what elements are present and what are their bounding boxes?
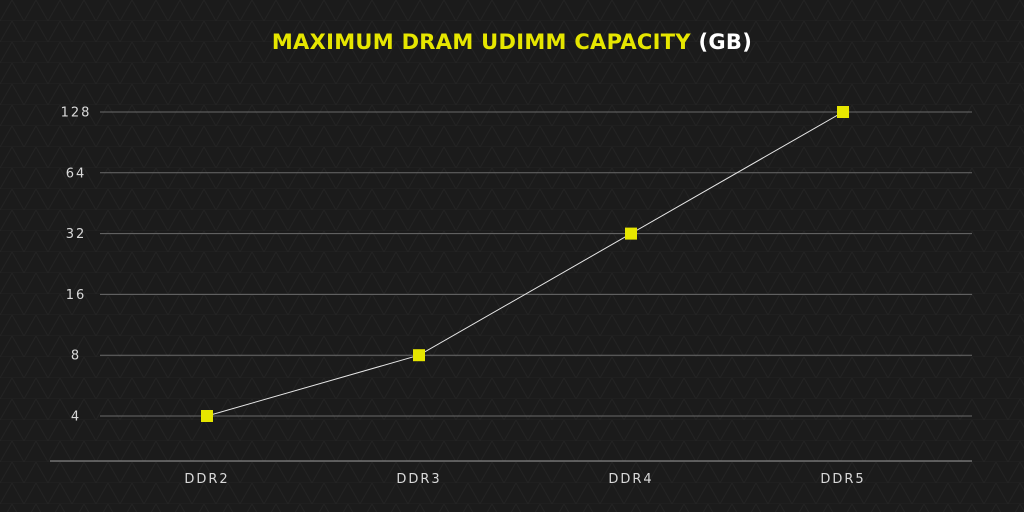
data-point-ddr4 <box>625 227 637 240</box>
data-point-ddr3 <box>413 349 425 362</box>
x-tick-label-ddr4: DDR4 <box>608 472 653 487</box>
y-tick-label: 32 <box>66 227 87 242</box>
grid-lines <box>100 111 972 417</box>
chart-title-unit: (GB) <box>698 30 753 54</box>
x-tick-label-ddr2: DDR2 <box>184 472 229 487</box>
x-tick-label-ddr3: DDR3 <box>396 472 441 487</box>
y-tick-label: 4 <box>71 410 81 425</box>
data-point-ddr2 <box>201 410 213 422</box>
y-axis-ticks: 4 8 16 32 64 128 <box>61 106 92 425</box>
series-line <box>206 111 844 417</box>
x-axis-ticks: DDR2 DDR3 DDR4 DDR5 <box>184 472 865 487</box>
y-tick-label: 128 <box>61 106 92 121</box>
y-tick-label: 16 <box>66 288 87 303</box>
chart-title-main: MAXIMUM DRAM UDIMM CAPACITY <box>271 30 691 54</box>
x-tick-label-ddr5: DDR5 <box>820 472 865 487</box>
data-point-ddr5 <box>837 106 849 118</box>
y-tick-label: 64 <box>66 166 87 181</box>
chart-title: MAXIMUM DRAM UDIMM CAPACITY (GB) <box>0 30 1024 54</box>
series-layer <box>201 106 849 422</box>
y-tick-label: 8 <box>71 349 81 364</box>
